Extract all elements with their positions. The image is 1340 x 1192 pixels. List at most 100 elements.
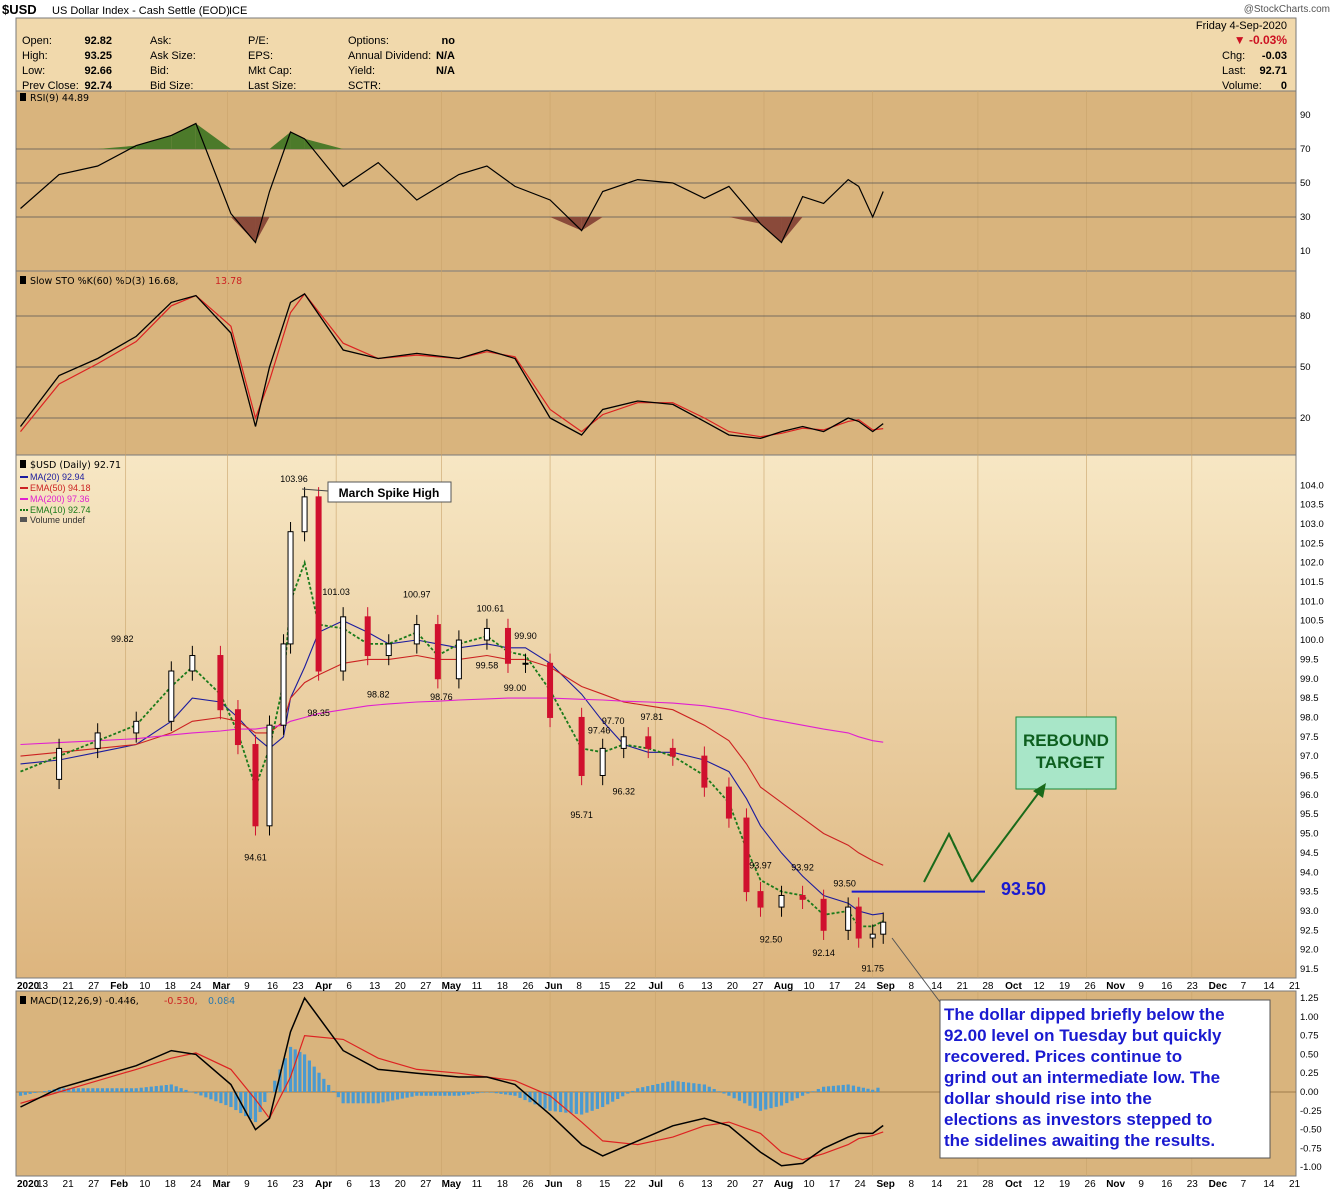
macd-hist-bar	[822, 1086, 826, 1092]
candle-body	[56, 747, 63, 780]
macd-hist-bar	[424, 1092, 428, 1096]
price-x-tick-label: Aug	[774, 981, 793, 992]
price-x-tick-label: 27	[420, 981, 432, 992]
macd-hist-bar	[722, 1092, 726, 1094]
price-x-tick-label: 20	[395, 981, 407, 992]
macd-hist-bar	[219, 1092, 223, 1104]
macd-hist-bar	[548, 1092, 552, 1111]
rsi-overbought-fill	[171, 123, 196, 149]
price-x-tick-label: 23	[1187, 981, 1199, 992]
macd-x-tick-label: 2020	[17, 1179, 40, 1190]
macd-hist-bar	[533, 1092, 537, 1105]
price-x-tick-label: 9	[244, 981, 250, 992]
candle-body	[287, 531, 294, 645]
candle-body	[455, 639, 462, 680]
macd-x-tick-label: 17	[829, 1179, 841, 1190]
ma20-line	[20, 620, 884, 916]
macd-x-tick-label: Jun	[545, 1179, 563, 1190]
macd-hist-bar	[317, 1072, 321, 1092]
macd-x-tick-label: 8	[908, 1179, 914, 1190]
symbol: $USD	[2, 2, 37, 17]
low-value: 92.66	[84, 65, 112, 77]
price-x-tick-label: 2020	[17, 981, 40, 992]
macd-x-tick-label: Sep	[877, 1179, 895, 1190]
macd-x-tick-label: 24	[855, 1179, 867, 1190]
commentary-line: elections as investors stepped to	[944, 1110, 1212, 1129]
price-x-tick-label: Apr	[315, 981, 332, 992]
macd-x-tick-label: 21	[1289, 1179, 1301, 1190]
macd-x-tick-label: 8	[576, 1179, 582, 1190]
macd-hist-bar	[154, 1086, 158, 1092]
macd-hist-bar	[646, 1086, 650, 1092]
candle-body	[820, 898, 827, 931]
rsi-overbought-fill	[97, 145, 137, 149]
pivot-price-label: 96.32	[612, 786, 635, 796]
price-x-tick-label: 21	[1289, 981, 1301, 992]
rsi-y-tick: 50	[1300, 178, 1311, 189]
macd-hist-bar	[273, 1080, 277, 1092]
macd-hist-bar	[67, 1088, 71, 1092]
open-label: Open:	[22, 35, 52, 47]
candle-body	[599, 747, 606, 776]
macd-hist-bar	[115, 1088, 119, 1092]
macd-hist-bar	[681, 1081, 685, 1092]
pivot-price-label: 97.46	[588, 725, 611, 735]
macd-hist-bar	[134, 1088, 138, 1092]
macd-hist-bar	[626, 1092, 630, 1094]
macd-hist-bar	[331, 1091, 336, 1092]
macd-hist-bar	[298, 1051, 302, 1092]
macd-signal-value: -0.530,	[164, 996, 198, 1007]
macd-hist-bar	[671, 1080, 675, 1092]
candle-body	[413, 624, 420, 645]
eps-label: EPS:	[248, 50, 273, 62]
macd-hist-bar	[415, 1092, 419, 1096]
macd-hist-bar	[595, 1092, 600, 1109]
rebound-target: REBOUND TARGET	[923, 716, 1117, 883]
macd-hist-bar	[831, 1085, 836, 1092]
ask-label: Ask:	[150, 35, 171, 47]
prevclose-label: Prev Close:	[22, 80, 79, 92]
bid-label: Bid:	[150, 65, 169, 77]
macd-x-tick-label: 10	[139, 1179, 151, 1190]
candle-body	[168, 670, 175, 722]
candle-body	[266, 724, 273, 827]
price-x-tick-label: Oct	[1005, 981, 1022, 992]
macd-y-tick: -1.00	[1300, 1162, 1322, 1173]
macd-x-tick-label: 11	[472, 1179, 483, 1190]
volume-value: 0	[1281, 80, 1287, 92]
commentary-callout: The dollar dipped briefly below the 92.00…	[891, 937, 1271, 1159]
macd-hist-bar	[513, 1092, 517, 1096]
macd-hist-bar	[38, 1092, 42, 1093]
macd-hist-bar	[543, 1092, 547, 1109]
macd-hist-bar	[144, 1087, 148, 1092]
rsi-oversold-fill	[728, 217, 761, 224]
pivot-price-label: 95.71	[570, 810, 593, 820]
macd-x-tick-label: 22	[625, 1179, 637, 1190]
macd-x-tick-label: 15	[599, 1179, 611, 1190]
commentary-line: recovered. Prices continue to	[944, 1047, 1182, 1066]
macd-hist-bar	[676, 1081, 680, 1092]
price-y-tick: 99.0	[1300, 674, 1319, 685]
macd-hist-bar	[475, 1092, 480, 1094]
macd-hist-bar	[224, 1092, 228, 1106]
candle-body	[340, 616, 347, 672]
rsi-line	[20, 122, 884, 244]
price-y-tick: 95.0	[1300, 829, 1319, 840]
candle-body	[799, 894, 806, 900]
macd-hist-bar	[727, 1092, 731, 1096]
pivot-price-label: 99.00	[504, 683, 527, 693]
macd-hist-bar	[606, 1092, 610, 1105]
candle-body	[620, 736, 627, 749]
macd-hist-bar	[779, 1092, 784, 1106]
price-y-tick: 98.0	[1300, 712, 1319, 723]
rsi-oversold-fill	[230, 217, 256, 243]
macd-hist-bar	[712, 1088, 716, 1092]
macd-hist-bar	[461, 1092, 466, 1096]
macd-hist-bar	[312, 1066, 316, 1092]
macd-hist-bar	[346, 1092, 350, 1104]
macd-hist-bar	[790, 1092, 794, 1101]
macd-hist-bar	[795, 1092, 799, 1099]
price-y-tick: 102.5	[1300, 538, 1324, 549]
price-x-tick-label: 21	[957, 981, 969, 992]
